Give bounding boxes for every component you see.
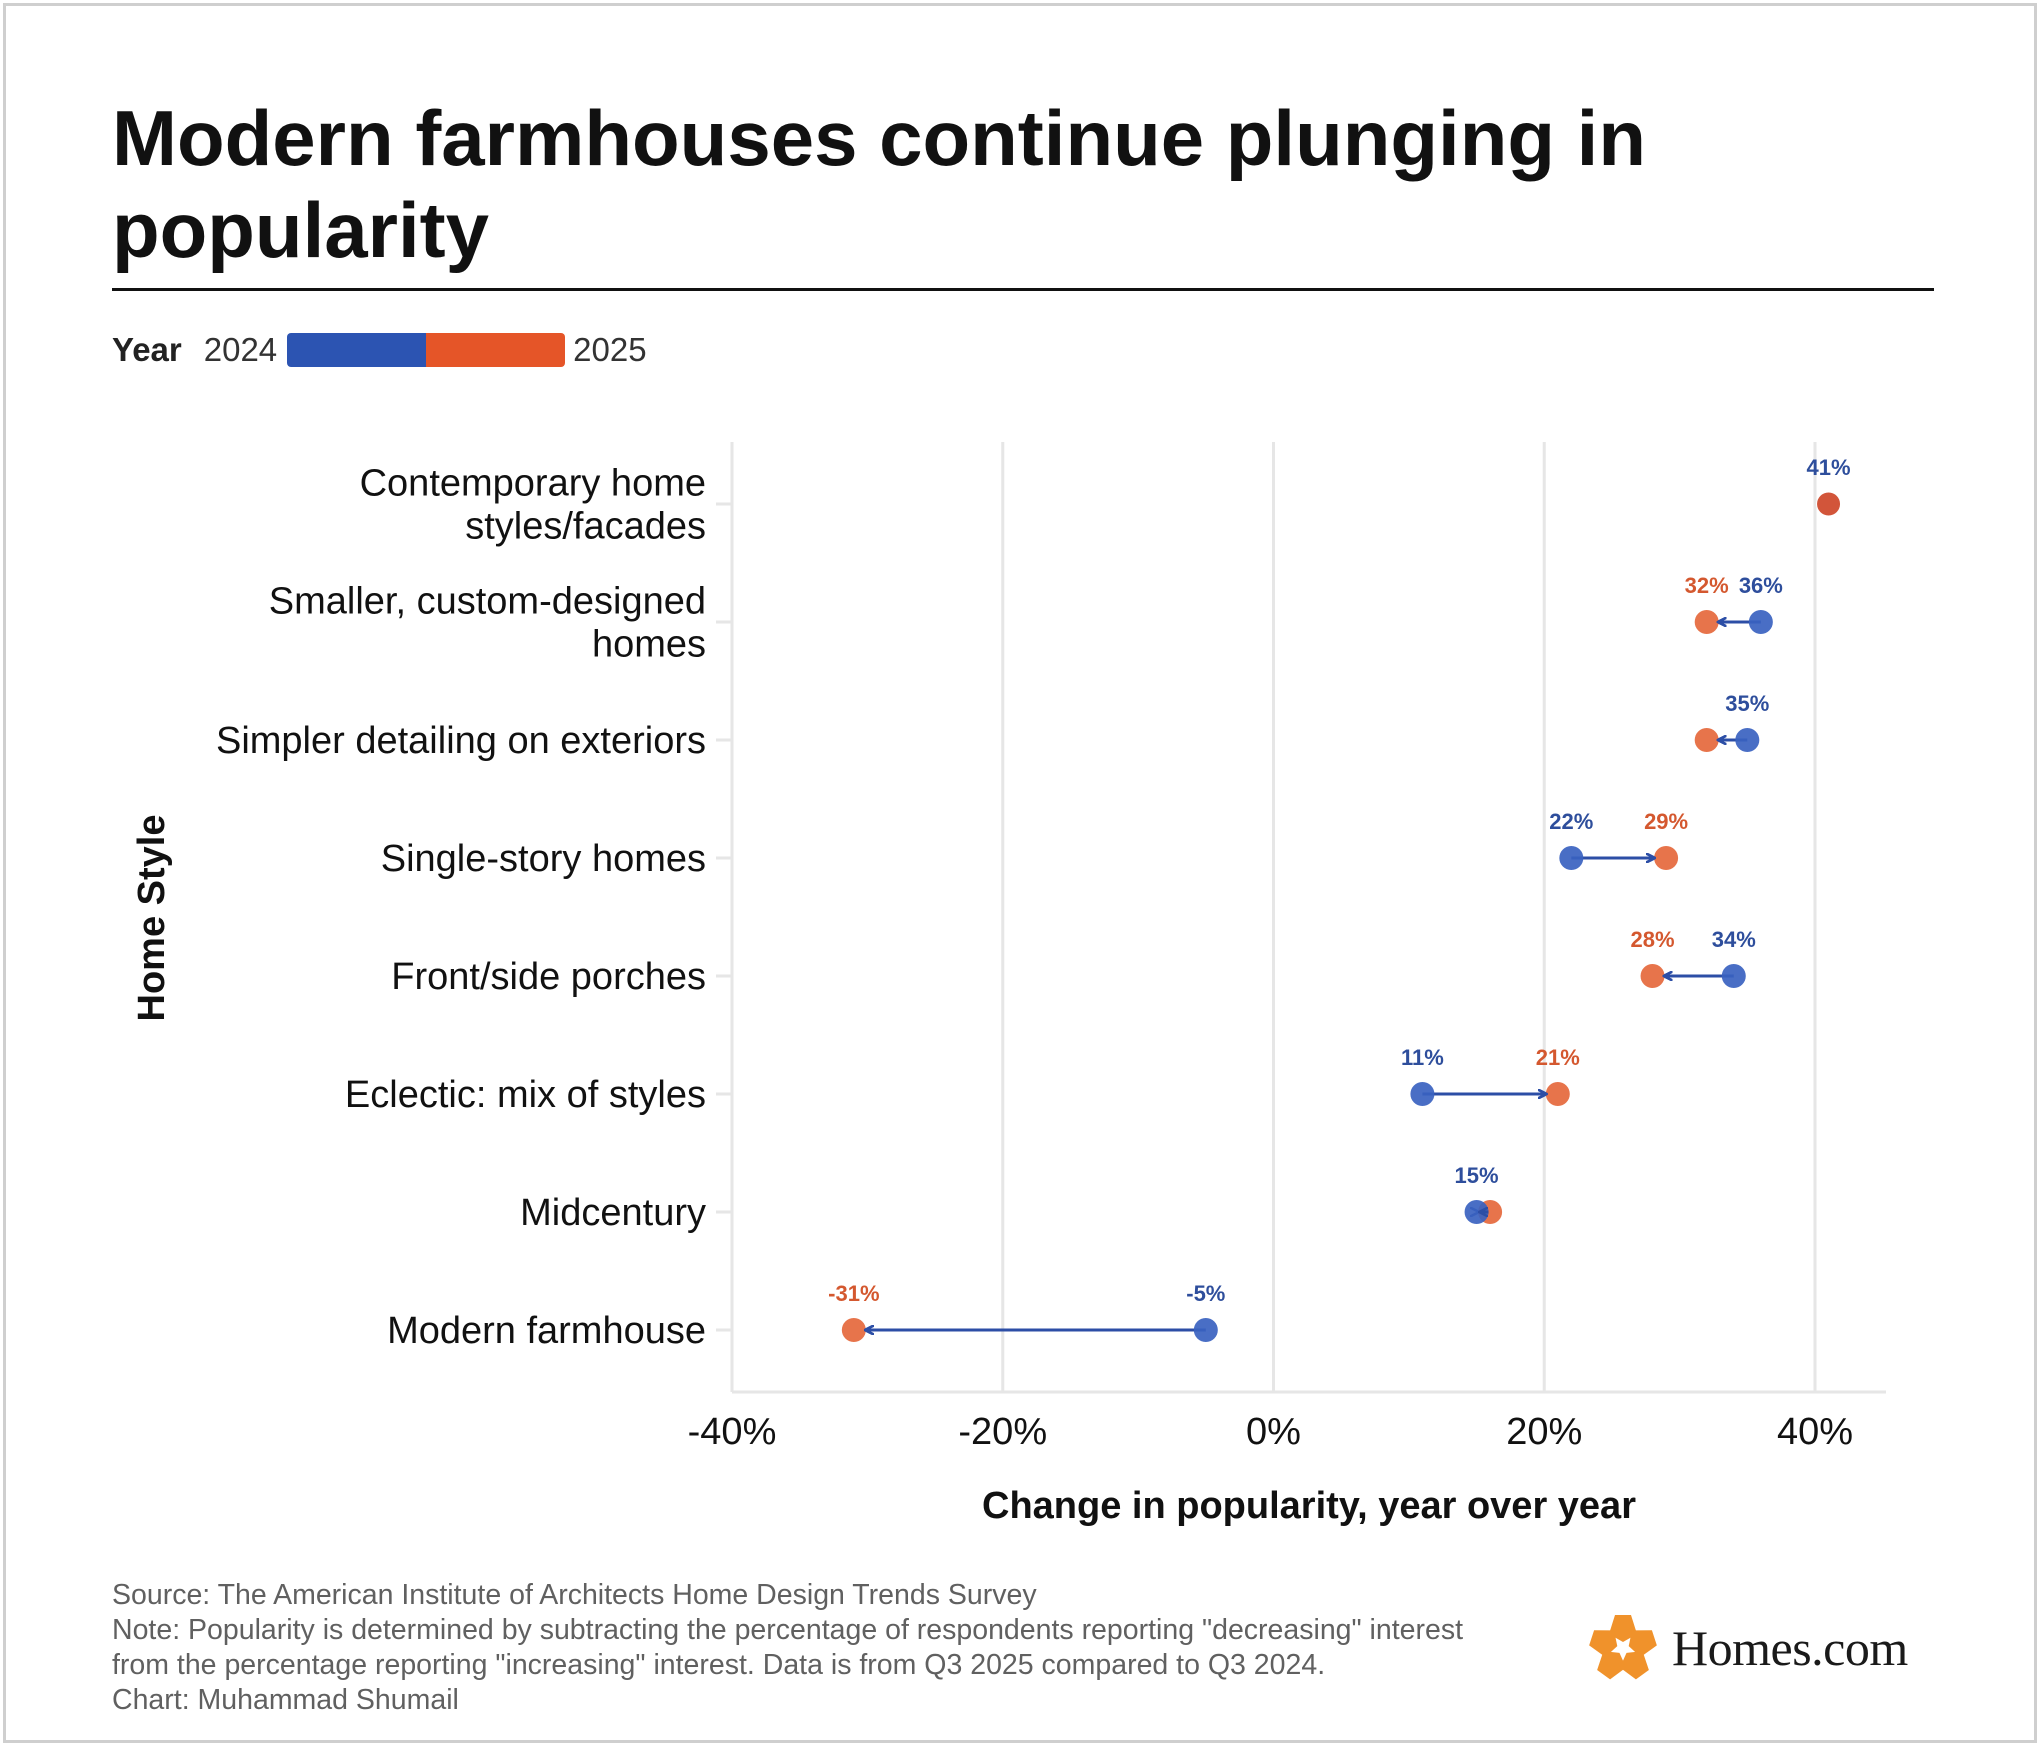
dot-2025 <box>1640 964 1665 988</box>
dot-2025 <box>1654 846 1679 870</box>
value-label-2024: 15% <box>1455 1163 1499 1188</box>
value-label-2025: 28% <box>1631 927 1675 952</box>
y-category-label: Contemporary home <box>360 463 706 505</box>
footer-note-line1: Note: Popularity is determined by subtra… <box>112 1614 1464 1646</box>
dumbbell-chart: -40% -20% 0% 20% 40% Change in popularity, ye… <box>131 442 1886 1527</box>
dot-2025 <box>1545 1082 1570 1106</box>
value-label-2024: 22% <box>1549 809 1593 834</box>
legend: Year 2024 2025 <box>112 328 647 372</box>
value-label-2024: 41% <box>1807 455 1851 480</box>
x-tick-label: 20% <box>1506 1411 1582 1453</box>
logo-text: Homes.com <box>1672 1620 1908 1676</box>
y-category-label: Simpler detailing on exteriors <box>216 720 706 762</box>
y-category-label: Midcentury <box>520 1192 706 1234</box>
chart-frame <box>3 3 2037 1743</box>
legend-title: Year <box>112 331 182 368</box>
y-category-label: homes <box>592 624 706 666</box>
y-category-label: Modern farmhouse <box>387 1310 706 1352</box>
value-label-2025: -31% <box>828 1281 879 1306</box>
chart-title: Modern farmhouses continue plunging in p… <box>112 94 1646 274</box>
y-category-label: Smaller, custom-designed <box>269 581 706 623</box>
legend-end-label: 2025 <box>573 331 647 368</box>
dot-2025 <box>841 1318 866 1342</box>
dot-2024 <box>1735 728 1760 752</box>
dot-2024 <box>1464 1200 1489 1224</box>
value-label-2025: 29% <box>1644 809 1688 834</box>
value-label-2024: 11% <box>1401 1045 1444 1070</box>
footer-source: Source: The American Institute of Archit… <box>112 1579 1037 1611</box>
dot-2025 <box>1694 610 1719 634</box>
x-axis-title: Change in popularity, year over year <box>982 1485 1636 1527</box>
legend-color-bar <box>287 333 566 367</box>
dot-2024 <box>1193 1318 1218 1342</box>
dot-2024 <box>1410 1082 1435 1106</box>
value-label-2025: 21% <box>1536 1045 1580 1070</box>
y-category-label: Single-story homes <box>381 838 706 880</box>
dot-2024 <box>1559 846 1584 870</box>
value-label-2024: 34% <box>1712 927 1756 952</box>
footer-credit: Chart: Muhammad Shumail <box>112 1684 459 1716</box>
value-label-2025: 32% <box>1685 573 1729 598</box>
y-axis-title: Home Style <box>131 815 173 1022</box>
x-tick-label: 0% <box>1246 1411 1301 1453</box>
y-category-label: styles/facades <box>465 506 706 548</box>
footer-note-line2: from the percentage reporting "increasin… <box>112 1649 1326 1681</box>
homes-com-logo: Homes.com <box>1588 1612 1908 1684</box>
x-tick-label: -40% <box>688 1411 777 1453</box>
title-divider <box>112 288 1934 291</box>
y-category-label: Front/side porches <box>391 956 706 998</box>
x-tick-label: 40% <box>1777 1411 1853 1453</box>
dot-2024 <box>1748 610 1773 634</box>
y-category-label: Eclectic: mix of styles <box>345 1074 706 1116</box>
dot-2025 <box>1694 728 1719 752</box>
x-tick-label: -20% <box>958 1411 1047 1453</box>
homes-com-star-icon <box>1589 1615 1657 1680</box>
footer: Source: The American Institute of Archit… <box>112 1578 1592 1718</box>
legend-start-label: 2024 <box>203 331 278 368</box>
dot-single <box>1816 491 1842 517</box>
value-label-2024: 35% <box>1725 691 1769 716</box>
value-label-2024: -5% <box>1186 1281 1225 1306</box>
value-label-2024: 36% <box>1739 573 1783 598</box>
dot-2024 <box>1721 964 1746 988</box>
